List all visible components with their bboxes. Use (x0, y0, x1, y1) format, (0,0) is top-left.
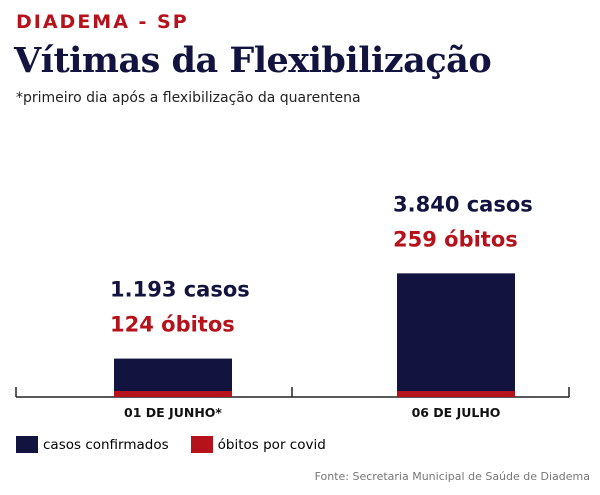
chart-subtitle: *primeiro dia após a flexibilização da q… (16, 90, 361, 106)
data-label-deaths-2: 259 óbitos (393, 227, 518, 251)
legend-label-cases: casos confirmados (43, 436, 169, 453)
data-label-deaths-1: 124 óbitos (110, 313, 235, 337)
legend-label-deaths: óbitos por covid (217, 436, 326, 453)
chart-title: Vítimas da Flexibilização (14, 40, 492, 81)
bar-cases-2 (397, 273, 515, 397)
bar-deaths-1 (114, 391, 232, 397)
legend-item-cases: casos confirmados (16, 436, 169, 453)
data-label-cases-2: 3.840 casos (393, 192, 533, 216)
bar-cases-1 (114, 358, 232, 397)
chart-kicker: DIADEMA - SP (16, 11, 189, 33)
legend-swatch-cases (16, 436, 38, 453)
x-tick-label-1: 01 DE JUNHO* (124, 405, 222, 420)
bar-deaths-2 (397, 391, 515, 397)
legend-swatch-deaths (190, 436, 213, 453)
data-label-cases-1: 1.193 casos (110, 278, 250, 302)
source-note: Fonte: Secretaria Municipal de Saúde de … (314, 470, 590, 483)
x-tick-label-2: 06 DE JULHO (412, 405, 501, 420)
legend-item-deaths: óbitos por covid (190, 436, 326, 453)
legend: casos confirmados óbitos por covid (16, 436, 348, 453)
